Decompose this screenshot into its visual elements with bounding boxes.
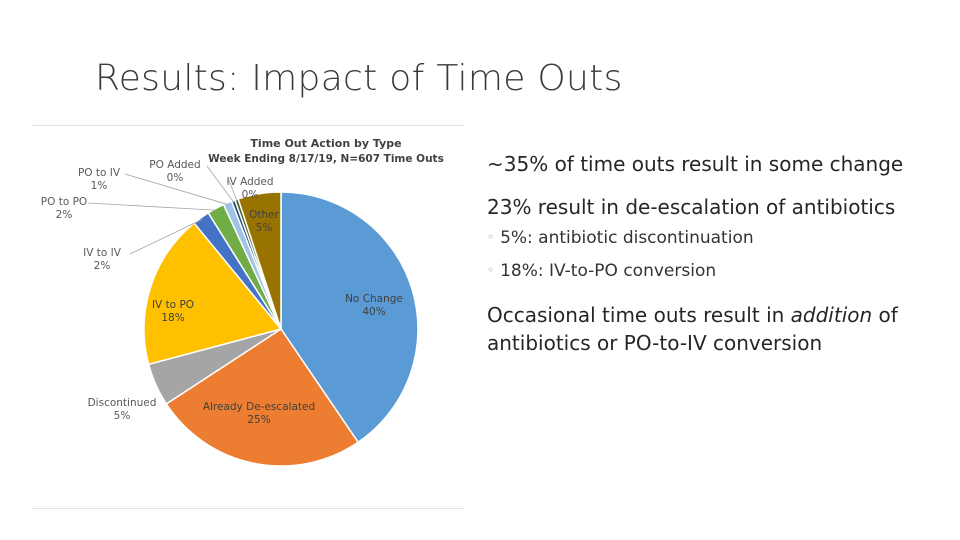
pie-chart: Time Out Action by Type Week Ending 8/17… (32, 125, 465, 509)
bullet-text-end: of antibiotics or PO-to-IV conversion (487, 303, 898, 355)
pie-slice-other (237, 191, 282, 330)
slice-label-already-de-escalated: Already De-escalated (203, 401, 315, 413)
pie-slice-iv-to-po (143, 222, 283, 366)
bullet-text-start: Occasional time outs result in (487, 303, 791, 327)
sub-bullet-discontinuation: ◦ 5%: antibiotic discontinuation (487, 225, 957, 250)
sub-bullet-iv-to-po: ◦ 18%: IV-to-PO conversion (487, 258, 957, 283)
pie-slices (143, 191, 419, 467)
bullet-de-escalation: 23% result in de-escalation of antibioti… (487, 195, 896, 219)
bullet-text-emphasis: addition (790, 303, 873, 327)
leader-line-po-to-po (87, 202, 217, 211)
bullet-some-change: ~35% of time outs result in some change (487, 152, 904, 176)
bullet-circle-icon: ◦ (487, 263, 495, 277)
leader-line-po-to-iv (124, 173, 229, 206)
pie-slice-no-change (280, 191, 419, 444)
slice-percent-no-change: 40% (362, 306, 385, 318)
slice-label-po-added: PO Added (149, 159, 200, 171)
slice-percent-iv-to-iv: 2% (94, 260, 111, 272)
pie-chart-svg: Time Out Action by Type Week Ending 8/17… (41, 137, 444, 467)
slice-label-other: Other (249, 209, 279, 221)
chart-subtitle: Week Ending 8/17/19, N=607 Time Outs (208, 153, 444, 165)
chart-title: Time Out Action by Type (250, 137, 401, 150)
slice-label-iv-to-iv: IV to IV (83, 247, 122, 259)
sub-bullet-text: 18%: IV-to-PO conversion (500, 261, 717, 281)
leader-line-iv-added (227, 177, 238, 202)
slice-label-no-change: No Change (345, 293, 403, 305)
leader-line-iv-to-iv (129, 219, 203, 255)
slice-percent-already-de-escalated: 25% (247, 414, 270, 426)
sub-bullet-text: 5%: antibiotic discontinuation (500, 228, 754, 248)
slide-title: Results: Impact of Time Outs (95, 58, 623, 99)
slice-label-iv-to-po: IV to PO (152, 299, 194, 311)
slice-percent-po-added: 0% (167, 172, 184, 184)
slice-percent-iv-to-po: 18% (161, 312, 184, 324)
slice-label-po-to-po: PO to PO (41, 196, 87, 208)
pie-slice-already-de-escalated (165, 327, 360, 467)
leader-lines (87, 165, 238, 255)
slice-percent-other: 5% (256, 222, 273, 234)
bullet-list: ~35% of time outs result in some change … (487, 150, 957, 357)
slice-percent-discontinued: 5% (114, 410, 131, 422)
slice-label-iv-added: IV Added (226, 176, 273, 188)
slice-percent-iv-added: 0% (242, 189, 259, 201)
slice-label-po-to-iv: PO to IV (78, 167, 121, 179)
bullet-circle-icon: ◦ (487, 230, 495, 244)
bullet-addition: Occasional time outs result in addition … (487, 301, 957, 357)
slice-label-discontinued: Discontinued (88, 397, 157, 409)
slice-percent-po-to-iv: 1% (91, 180, 108, 192)
leader-line-po-added (206, 165, 235, 203)
slice-percent-po-to-po: 2% (56, 209, 73, 221)
